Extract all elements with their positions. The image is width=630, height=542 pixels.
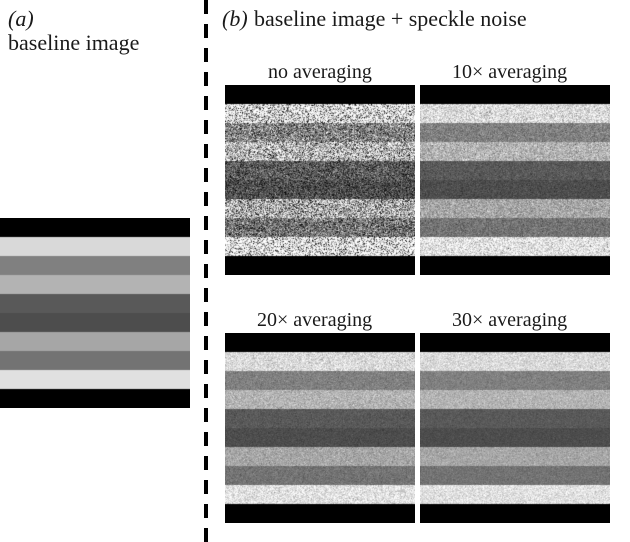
stripes-canvas: [0, 218, 190, 408]
panel-baseline-image: [0, 218, 190, 408]
panel-10x-averaging: [420, 85, 610, 275]
panel-a-tag: (a): [8, 6, 34, 32]
figure-stage: (a) baseline image (b) baseline image + …: [0, 0, 630, 542]
panel-b-title: baseline image + speckle noise: [254, 6, 527, 32]
label-no-averaging: no averaging: [268, 60, 372, 84]
panel-no-averaging: [225, 85, 415, 275]
stripes-canvas: [420, 85, 610, 275]
label-20x-averaging: 20× averaging: [257, 308, 372, 332]
stripes-canvas: [420, 333, 610, 523]
panel-b-tag: (b): [222, 6, 248, 32]
panel-30x-averaging: [420, 333, 610, 523]
label-30x-averaging: 30× averaging: [452, 308, 567, 332]
panel-20x-averaging: [225, 333, 415, 523]
panel-a-title: baseline image: [8, 30, 139, 56]
panel-divider: [203, 0, 209, 542]
label-10x-averaging: 10× averaging: [452, 60, 567, 84]
stripes-canvas: [225, 333, 415, 523]
stripes-canvas: [225, 85, 415, 275]
